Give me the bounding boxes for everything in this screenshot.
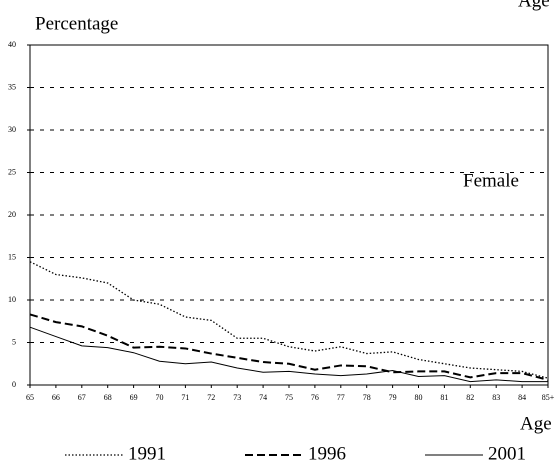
annotation: Female	[463, 170, 519, 191]
x-tick-label: 81	[440, 393, 448, 402]
legend-label: 1991	[128, 443, 166, 464]
x-tick-label: 67	[78, 393, 86, 402]
x-tick-label: 65	[26, 393, 34, 402]
x-tick-label: 79	[389, 393, 397, 402]
x-tick-label: 73	[233, 393, 241, 402]
series-line	[29, 261, 549, 379]
x-tick-label: 80	[415, 393, 423, 402]
y-axis-label: Percentage	[35, 13, 118, 34]
x-tick-label: 77	[337, 393, 345, 402]
series-line	[29, 313, 549, 381]
x-tick-label: 74	[259, 393, 267, 402]
y-tick-label: 5	[12, 337, 16, 346]
y-tick-label: 20	[8, 210, 16, 219]
y-tick-label: 30	[8, 125, 16, 134]
series-line	[29, 326, 548, 383]
legend-label: 1996	[308, 443, 346, 464]
x-tick-label: 66	[52, 393, 60, 402]
y-tick-label: 0	[12, 380, 16, 389]
y-tick-label: 35	[8, 82, 16, 91]
y-tick-label: 15	[8, 252, 16, 261]
legend-label: 2001	[488, 443, 526, 464]
y-tick-label: 40	[8, 40, 16, 49]
x-tick-label: 84	[518, 393, 526, 402]
annotation: Age	[518, 0, 550, 11]
y-tick-label: 25	[8, 167, 16, 176]
x-tick-label: 78	[363, 393, 371, 402]
x-tick-label: 82	[466, 393, 474, 402]
x-tick-label: 72	[207, 393, 215, 402]
x-tick-label: 85+	[542, 393, 555, 402]
y-tick-label: 10	[8, 295, 16, 304]
x-tick-label: 83	[492, 393, 500, 402]
x-tick-label: 69	[130, 393, 138, 402]
x-tick-label: 76	[311, 393, 319, 402]
x-tick-label: 70	[156, 393, 164, 402]
x-tick-label: 68	[104, 393, 112, 402]
x-axis-label: Age	[520, 413, 552, 434]
x-tick-label: 75	[285, 393, 293, 402]
x-tick-label: 71	[181, 393, 189, 402]
